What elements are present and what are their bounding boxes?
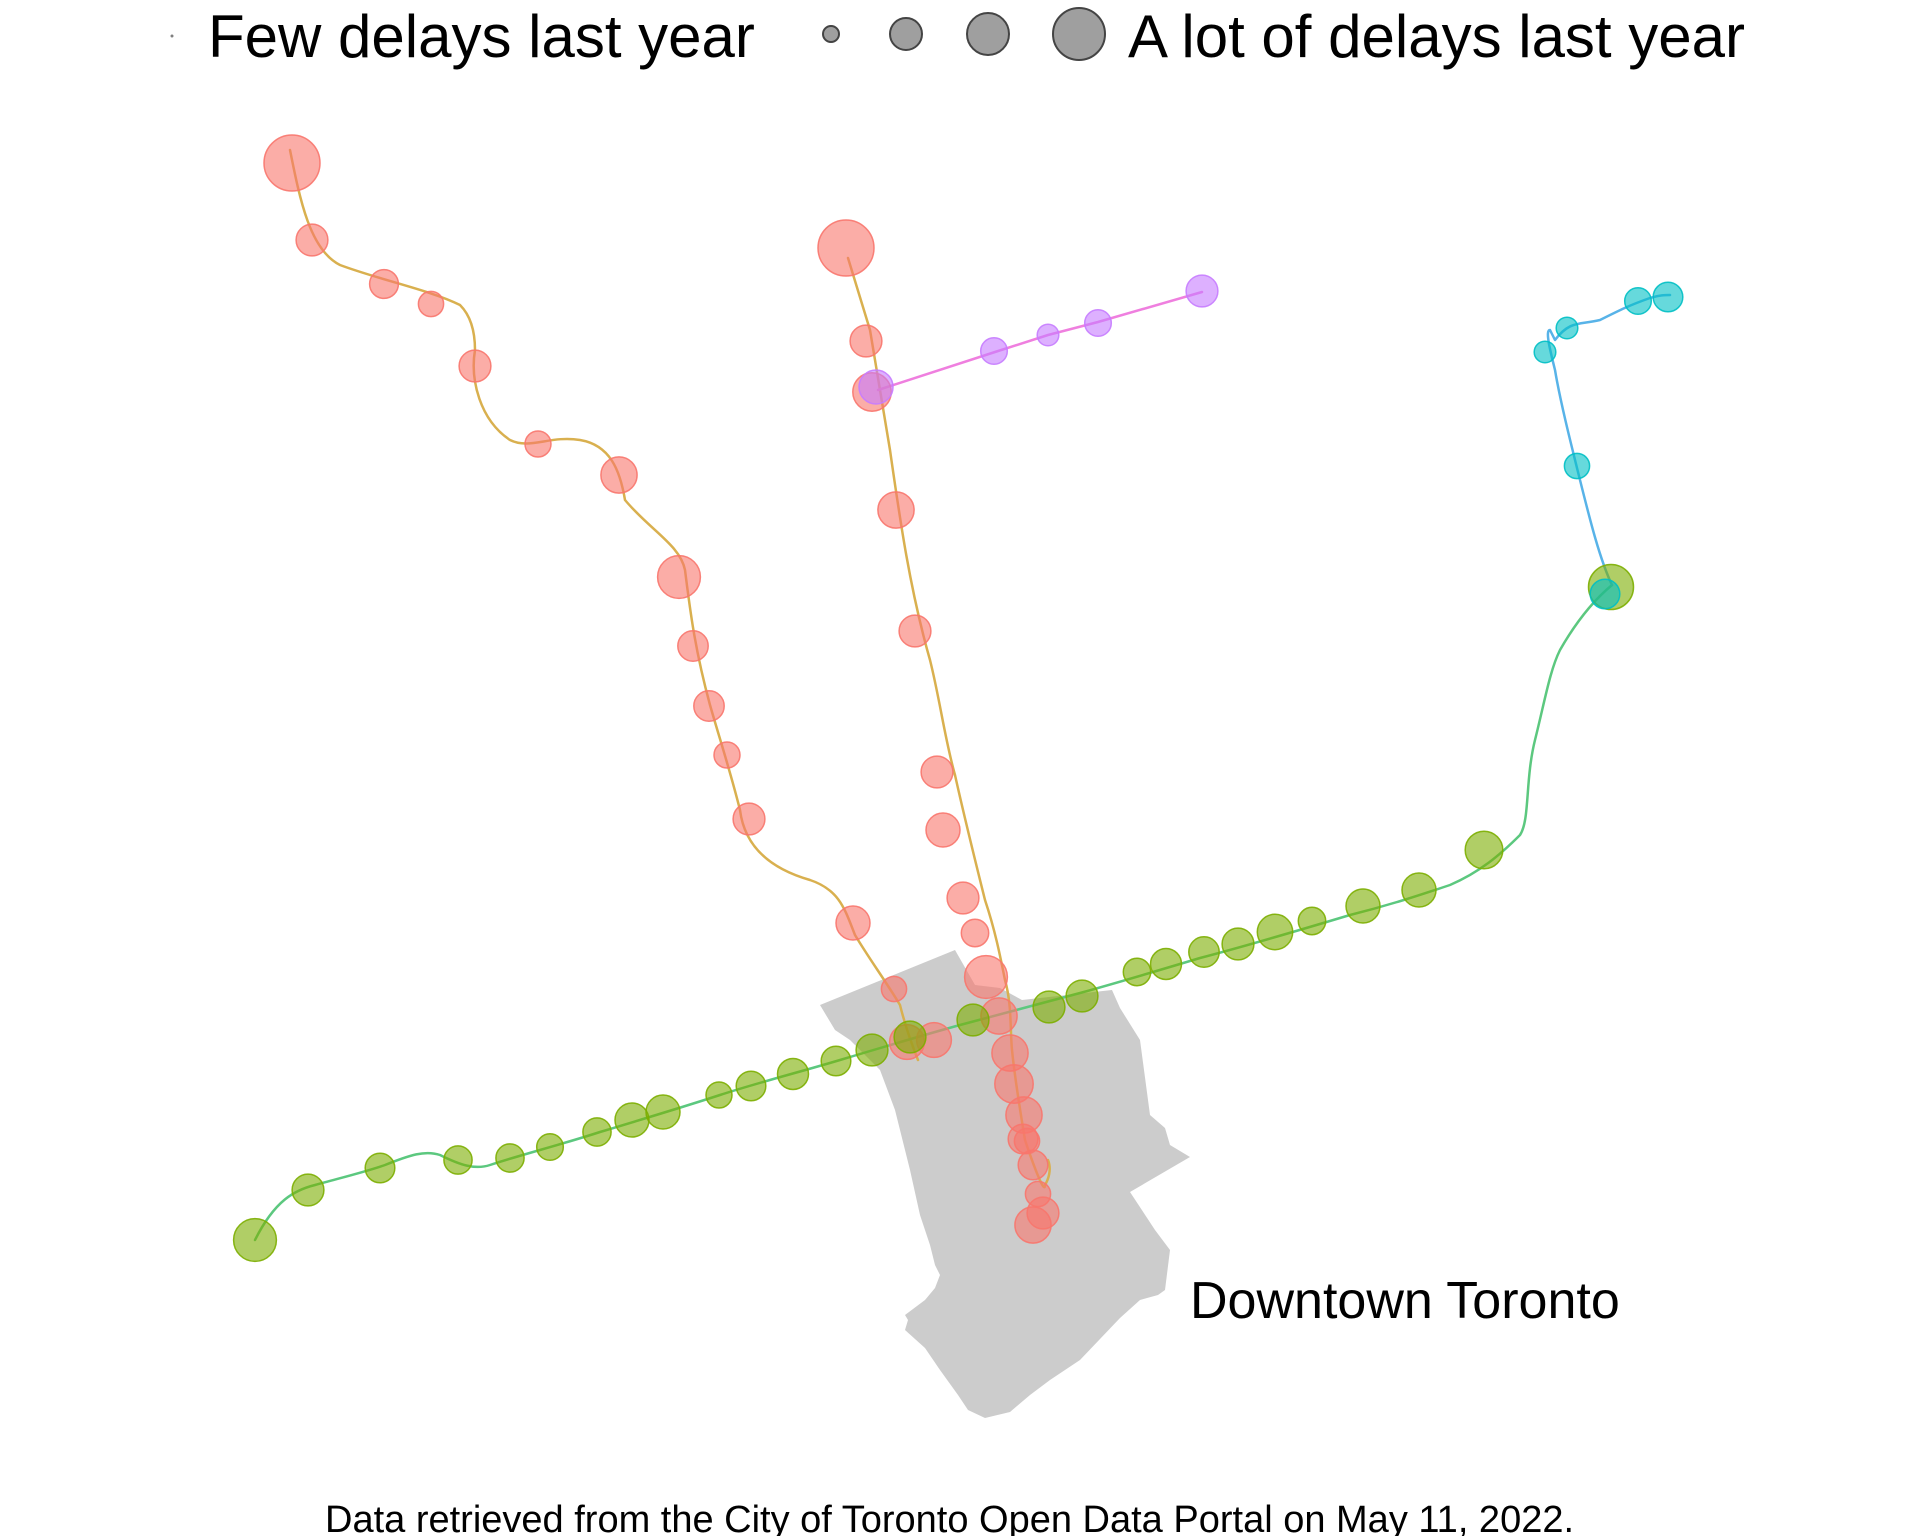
station-marker[interactable] bbox=[735, 1070, 767, 1102]
station-marker[interactable] bbox=[820, 1045, 852, 1077]
station-marker[interactable] bbox=[880, 975, 908, 1003]
station-marker[interactable] bbox=[776, 1057, 810, 1091]
station-marker[interactable] bbox=[1401, 872, 1437, 908]
station-marker[interactable] bbox=[614, 1102, 650, 1138]
station-marker[interactable] bbox=[1256, 913, 1294, 951]
station-marker[interactable] bbox=[817, 219, 875, 277]
station-marker[interactable] bbox=[893, 1020, 927, 1054]
station-marker[interactable] bbox=[1083, 308, 1113, 338]
station-marker[interactable] bbox=[898, 614, 932, 648]
station-marker[interactable] bbox=[1652, 281, 1684, 313]
station-marker[interactable] bbox=[368, 268, 400, 300]
station-marker[interactable] bbox=[495, 1143, 525, 1173]
line-2-stations bbox=[232, 563, 1635, 1263]
station-marker[interactable] bbox=[1563, 452, 1591, 480]
station-marker[interactable] bbox=[524, 430, 552, 458]
station-marker[interactable] bbox=[1036, 323, 1060, 347]
station-marker[interactable] bbox=[920, 755, 954, 789]
station-marker[interactable] bbox=[877, 491, 915, 529]
line-3-stations bbox=[1533, 281, 1684, 610]
station-marker[interactable] bbox=[946, 881, 980, 915]
size-legend: Few delays last year A lot of delays las… bbox=[170, 3, 1745, 70]
station-marker[interactable] bbox=[232, 1217, 278, 1263]
legend-low-label: Few delays last year bbox=[208, 3, 755, 70]
station-marker[interactable] bbox=[1185, 274, 1219, 308]
legend-swatch-small bbox=[822, 25, 840, 43]
line-4-stations bbox=[858, 274, 1219, 405]
line-1-stations bbox=[263, 134, 1060, 1244]
station-marker[interactable] bbox=[600, 456, 638, 494]
station-marker[interactable] bbox=[835, 905, 871, 941]
station-marker[interactable] bbox=[1533, 340, 1557, 364]
station-marker[interactable] bbox=[645, 1094, 681, 1130]
station-marker[interactable] bbox=[1122, 957, 1152, 987]
data-source-caption: Data retrieved from the City of Toronto … bbox=[325, 1499, 1574, 1536]
station-marker[interactable] bbox=[443, 1145, 473, 1175]
station-marker[interactable] bbox=[458, 349, 492, 383]
legend-swatch-largest bbox=[1052, 7, 1106, 61]
station-marker[interactable] bbox=[1188, 936, 1220, 968]
station-marker[interactable] bbox=[295, 223, 329, 257]
station-marker[interactable] bbox=[963, 954, 1009, 1000]
downtown-toronto-region bbox=[820, 950, 1190, 1418]
station-marker[interactable] bbox=[582, 1117, 612, 1147]
legend-swatch-smallest bbox=[170, 34, 174, 38]
station-marker[interactable] bbox=[1464, 830, 1504, 870]
station-marker[interactable] bbox=[677, 630, 709, 662]
station-marker[interactable] bbox=[1065, 979, 1099, 1013]
station-marker[interactable] bbox=[1297, 906, 1327, 936]
station-marker[interactable] bbox=[713, 741, 741, 769]
station-marker[interactable] bbox=[1032, 990, 1066, 1024]
legend-swatch-large bbox=[966, 12, 1010, 56]
station-marker[interactable] bbox=[1221, 927, 1255, 961]
station-marker[interactable] bbox=[1149, 947, 1183, 981]
station-marker[interactable] bbox=[1623, 286, 1653, 316]
station-marker[interactable] bbox=[263, 134, 321, 192]
station-marker[interactable] bbox=[1345, 888, 1381, 924]
station-marker[interactable] bbox=[1555, 316, 1579, 340]
station-marker[interactable] bbox=[656, 554, 702, 600]
downtown-toronto-label: Downtown Toronto bbox=[1190, 1272, 1620, 1330]
station-marker[interactable] bbox=[925, 812, 961, 848]
station-marker[interactable] bbox=[855, 1033, 889, 1067]
station-marker[interactable] bbox=[291, 1173, 325, 1207]
station-marker[interactable] bbox=[1017, 1149, 1049, 1181]
station-marker[interactable] bbox=[858, 369, 894, 405]
station-marker[interactable] bbox=[732, 802, 766, 836]
station-marker[interactable] bbox=[705, 1081, 733, 1109]
station-marker[interactable] bbox=[956, 1003, 990, 1037]
legend-swatch-medium bbox=[889, 17, 923, 51]
station-marker[interactable] bbox=[693, 690, 725, 722]
station-marker[interactable] bbox=[979, 336, 1009, 366]
station-marker[interactable] bbox=[1589, 578, 1621, 610]
station-marker[interactable] bbox=[960, 918, 990, 948]
station-marker[interactable] bbox=[417, 290, 445, 318]
station-marker[interactable] bbox=[849, 324, 883, 358]
station-marker[interactable] bbox=[364, 1152, 396, 1184]
station-marker[interactable] bbox=[535, 1132, 565, 1162]
legend-high-label: A lot of delays last year bbox=[1128, 3, 1745, 70]
station-marker[interactable] bbox=[1014, 1206, 1052, 1244]
